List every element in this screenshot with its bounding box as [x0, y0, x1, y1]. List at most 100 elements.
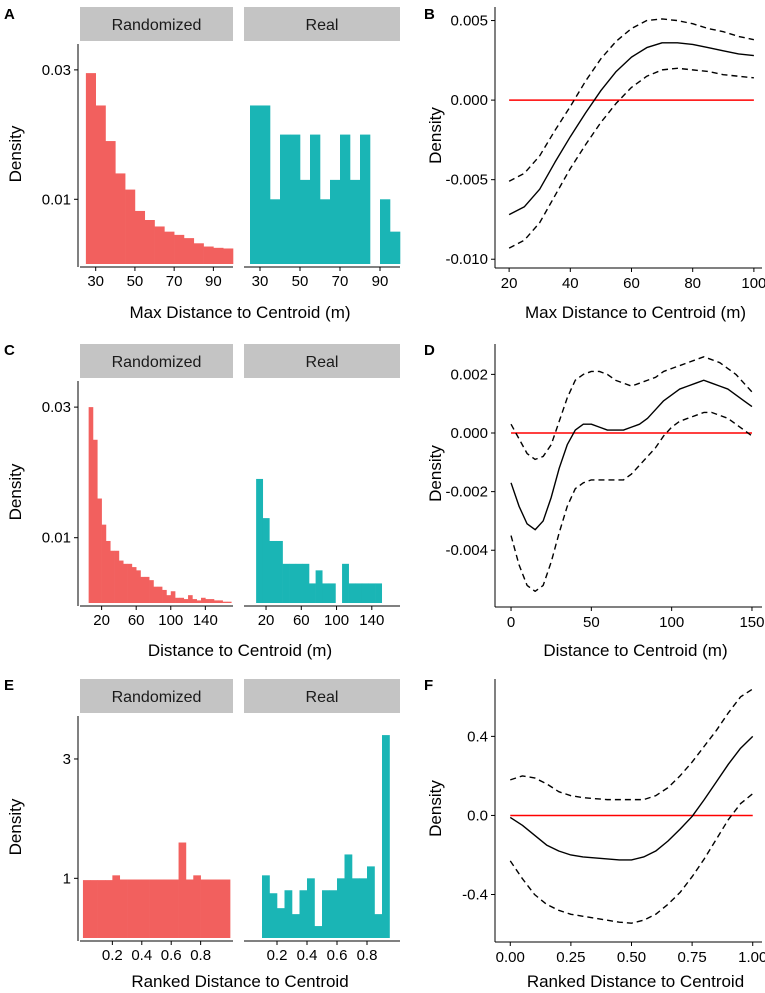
y-tick-label-2: 0.4: [467, 728, 488, 745]
x-tick-label-randomized-2: 0.6: [161, 947, 182, 964]
bar-randomized-11: [163, 879, 172, 938]
x-tick-label-real-0: 30: [252, 273, 269, 290]
y-axis-label: Density: [6, 125, 25, 182]
y-tick-label-0: 0.01: [42, 530, 71, 547]
x-tick-label-real-1: 50: [292, 273, 309, 290]
bar-real-10: [337, 878, 345, 938]
bar-randomized-16: [157, 586, 163, 603]
y-axis-label: Density: [426, 780, 445, 837]
bar-randomized-27: [205, 599, 210, 603]
y-tick-label-1: 0.03: [42, 62, 71, 79]
y-tick-label-0: 0.01: [42, 191, 71, 208]
bar-randomized-1: [95, 105, 106, 265]
x-tick-label-randomized-0: 0.2: [102, 947, 123, 964]
bar-real-5: [300, 179, 311, 264]
bar-randomized-4: [125, 189, 136, 264]
bar-randomized-12: [140, 576, 146, 603]
bar-randomized-14: [185, 879, 194, 938]
series-lower: [510, 411, 753, 592]
bar-real-14: [348, 583, 356, 603]
bar-randomized-29: [213, 600, 219, 603]
x-axis-label: Max Distance to Centroid (m): [525, 303, 746, 322]
x-tick-label-randomized-2: 70: [166, 273, 183, 290]
bar-randomized-14: [149, 580, 154, 603]
bar-randomized-32: [226, 601, 232, 603]
x-tick-label-randomized-3: 140: [193, 612, 218, 629]
x-tick-label-real-3: 90: [372, 273, 389, 290]
bar-real-9: [340, 134, 351, 264]
x-tick-label-real-1: 0.4: [297, 947, 318, 964]
strip-randomized: [80, 679, 233, 713]
series-lower: [508, 67, 754, 249]
bar-randomized-0: [82, 880, 91, 938]
series-fit: [508, 42, 754, 216]
strip-label-randomized: Randomized: [112, 689, 202, 706]
bar-randomized-4: [112, 875, 121, 938]
bar-real-13: [342, 563, 349, 603]
y-tick-label-1: 0.03: [42, 399, 71, 416]
y-tick-label-1: 0.0: [467, 807, 488, 824]
bar-real-5: [289, 563, 297, 603]
bar-real-1: [260, 105, 271, 265]
x-axis-label: Distance to Centroid (m): [148, 641, 332, 660]
x-tick-label-2: 100: [659, 614, 684, 631]
bar-randomized-16: [200, 879, 209, 938]
x-tick-label-real-2: 100: [324, 612, 349, 629]
x-tick-label-real-0: 20: [258, 612, 275, 629]
bar-randomized-17: [207, 879, 216, 938]
y-axis-label: Density: [426, 445, 445, 502]
panel-letter-b: B: [424, 6, 435, 23]
strip-real: [244, 7, 400, 41]
x-tick-label-2: 0.50: [617, 949, 646, 966]
panel-letter-a: A: [4, 6, 15, 23]
bar-real-2: [269, 540, 277, 603]
x-tick-label-randomized-3: 0.8: [190, 947, 211, 964]
bar-real-1: [269, 893, 278, 938]
bar-randomized-0: [88, 407, 94, 603]
bar-real-11: [344, 854, 353, 938]
strip-real: [244, 344, 400, 378]
bar-randomized-25: [196, 600, 202, 603]
bar-real-0: [256, 478, 264, 603]
bar-real-4: [282, 563, 290, 603]
bar-randomized-13: [178, 842, 187, 938]
bar-real-11: [360, 134, 371, 264]
bar-randomized-11: [136, 570, 141, 603]
bar-randomized-12: [171, 879, 179, 938]
x-tick-label-0: 20: [501, 275, 518, 292]
bar-randomized-10: [183, 238, 195, 264]
x-tick-label-randomized-0: 20: [93, 612, 110, 629]
bar-real-3: [280, 134, 291, 264]
bar-real-16: [361, 583, 369, 603]
bar-randomized-10: [156, 879, 165, 938]
series-fit: [509, 735, 754, 861]
x-tick-label-real-0: 0.2: [267, 947, 288, 964]
strip-label-randomized: Randomized: [112, 17, 202, 34]
x-axis-label: Distance to Centroid (m): [543, 641, 727, 660]
bar-randomized-13: [213, 247, 224, 264]
x-tick-label-0: 0.00: [496, 949, 525, 966]
series-upper: [510, 688, 754, 801]
bar-real-0: [262, 875, 270, 938]
x-tick-label-3: 150: [739, 614, 764, 631]
x-tick-label-2: 60: [623, 275, 640, 292]
bar-randomized-13: [144, 576, 150, 603]
bar-real-16: [382, 735, 390, 938]
y-axis-label: Density: [6, 798, 25, 855]
bar-randomized-11: [193, 243, 204, 264]
x-axis-label: Ranked Distance to Centroid: [131, 972, 348, 991]
bar-randomized-2: [97, 498, 102, 603]
x-tick-label-1: 50: [583, 614, 600, 631]
bar-randomized-9: [174, 234, 185, 264]
bar-randomized-8: [123, 563, 128, 603]
bar-randomized-1: [90, 880, 98, 938]
bar-real-6: [295, 563, 303, 603]
x-tick-label-randomized-2: 100: [158, 612, 183, 629]
x-tick-label-randomized-3: 90: [205, 273, 222, 290]
bar-randomized-20: [175, 597, 180, 603]
bar-randomized-26: [201, 597, 206, 603]
bar-randomized-5: [134, 210, 146, 264]
series-fit: [510, 379, 753, 531]
x-tick-label-1: 0.25: [556, 949, 585, 966]
bar-randomized-12: [203, 246, 214, 264]
